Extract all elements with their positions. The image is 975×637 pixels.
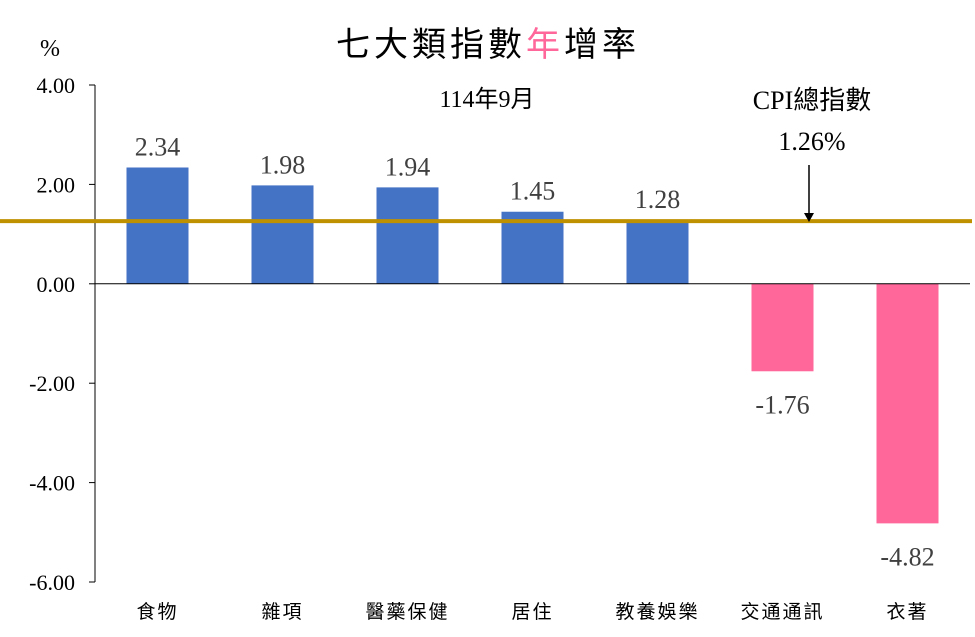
bar-value-label: -1.76 — [755, 390, 809, 419]
x-tick-label: 醫藥保健 — [365, 601, 449, 623]
y-tick-label: -6.00 — [29, 570, 75, 595]
title-part-2: 年 — [526, 25, 564, 65]
bar — [251, 185, 314, 284]
bars — [126, 167, 939, 524]
bar-value-label: 1.98 — [260, 150, 306, 179]
y-axis-unit: % — [40, 36, 60, 62]
bar — [626, 220, 689, 284]
x-tick-label: 交通通訊 — [740, 601, 824, 623]
bar — [876, 283, 939, 524]
chart-title: 七大類指數年增率 — [336, 25, 640, 65]
bar-value-label: 1.28 — [635, 185, 681, 214]
y-axis-ticks: 4.00 2.00 0.00 -2.00 -4.00 -6.00 — [29, 73, 95, 595]
bar-value-label: 1.94 — [385, 152, 431, 181]
bar-value-label: 1.45 — [510, 177, 556, 206]
cpi-annotation-label: CPI總指數 — [753, 86, 871, 115]
y-tick-label: -4.00 — [29, 471, 75, 496]
y-tick-label: -2.00 — [29, 371, 75, 396]
bar — [126, 167, 189, 284]
value-labels: 2.34 1.98 1.94 1.45 1.28 -1.76 -4.82 — [135, 133, 935, 572]
title-part-1: 七大類指數 — [336, 25, 526, 65]
bar-value-label: -4.82 — [880, 542, 934, 571]
bar — [376, 187, 439, 284]
y-tick-label: 2.00 — [37, 172, 76, 197]
x-axis-labels: 食物 雜項 醫藥保健 居住 教養娛樂 交通通訊 衣著 — [136, 601, 928, 623]
bar — [501, 211, 564, 284]
chart-subtitle: 114年9月 — [439, 86, 534, 113]
x-tick-label: 衣著 — [886, 601, 928, 623]
y-tick-label: 4.00 — [37, 73, 76, 98]
x-tick-label: 雜項 — [261, 601, 303, 623]
y-tick-label: 0.00 — [37, 272, 76, 297]
bar-value-label: 2.34 — [135, 133, 181, 162]
x-tick-label: 居住 — [511, 601, 553, 623]
x-tick-label: 食物 — [136, 601, 178, 623]
x-tick-label: 教養娛樂 — [615, 601, 699, 623]
cpi-annotation-arrow-head — [804, 213, 814, 222]
cpi-annotation-value: 1.26% — [778, 127, 845, 156]
title-part-3: 增率 — [564, 25, 640, 65]
bar — [751, 283, 814, 372]
